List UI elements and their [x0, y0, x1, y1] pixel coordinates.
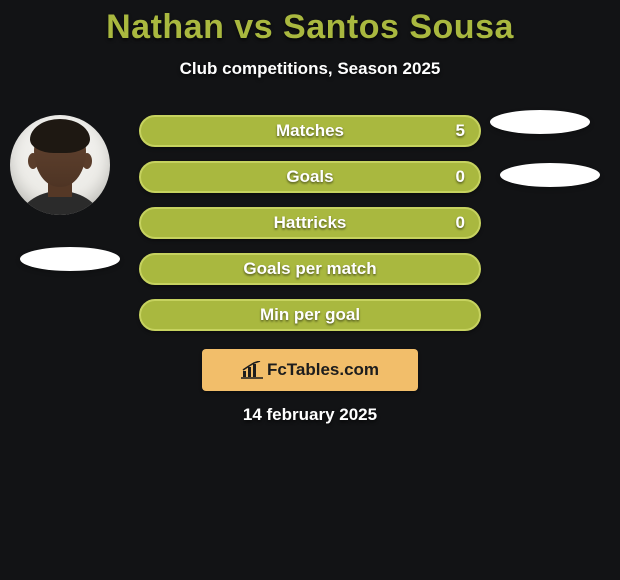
- stat-pill: Hattricks0: [139, 207, 481, 239]
- stat-pill: Min per goal: [139, 299, 481, 331]
- stat-label: Goals: [141, 163, 479, 191]
- player-right-name-placeholder: [500, 163, 600, 187]
- stat-label: Hattricks: [141, 209, 479, 237]
- stat-value: 0: [456, 163, 465, 191]
- stat-value: 5: [456, 117, 465, 145]
- comparison-stage: Matches5Goals0Hattricks0Goals per matchM…: [0, 115, 620, 425]
- player-left-name-placeholder: [20, 247, 120, 271]
- stat-pill: Goals0: [139, 161, 481, 193]
- stat-pill: Goals per match: [139, 253, 481, 285]
- infographic-root: Nathan vs Santos Sousa Club competitions…: [0, 0, 620, 580]
- stat-value: 0: [456, 209, 465, 237]
- bar-chart-icon: [241, 361, 263, 379]
- player-right-avatar-placeholder: [490, 110, 590, 134]
- attribution-badge[interactable]: FcTables.com: [202, 349, 418, 391]
- date-label: 14 february 2025: [0, 405, 620, 425]
- player-left-avatar: [10, 115, 110, 215]
- stat-label: Matches: [141, 117, 479, 145]
- stat-pill: Matches5: [139, 115, 481, 147]
- page-subtitle: Club competitions, Season 2025: [0, 59, 620, 79]
- stat-label: Min per goal: [141, 301, 479, 329]
- attribution-text: FcTables.com: [267, 360, 379, 380]
- stat-pill-list: Matches5Goals0Hattricks0Goals per matchM…: [139, 115, 481, 331]
- page-title: Nathan vs Santos Sousa: [0, 0, 620, 47]
- stat-label: Goals per match: [141, 255, 479, 283]
